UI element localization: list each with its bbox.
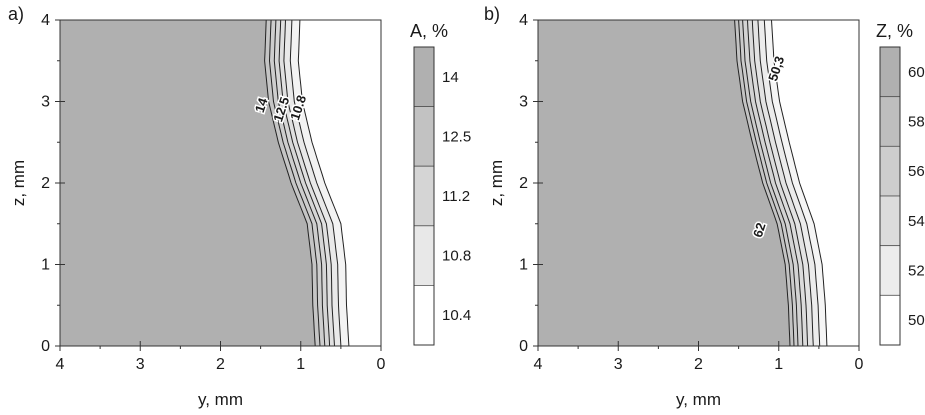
y-tick-label: 3 — [519, 94, 528, 111]
colorbar-segment — [413, 106, 435, 167]
chart-panel-a: 14 12.510.8 4 3 2 1 0 0 1 2 3 4 y, mm z, mm a) 14 12.5 11… — [8, 4, 471, 409]
y-tick-label: 2 — [519, 175, 528, 192]
y-tick-label: 0 — [41, 338, 50, 355]
colorbar-tick-label: 50 — [908, 312, 925, 329]
x-tick-label: 3 — [614, 356, 623, 373]
colorbar-tick-label: 58 — [908, 114, 925, 131]
x-tick-label: 1 — [296, 356, 305, 373]
x-tick-label: 2 — [694, 356, 703, 373]
colorbar-segment — [879, 294, 901, 346]
panel-label: b) — [484, 4, 500, 24]
y-tick-label: 3 — [41, 94, 50, 111]
x-axis-label: y, mm — [198, 390, 243, 409]
y-tick-label: 4 — [519, 12, 528, 29]
contour-line — [751, 20, 809, 346]
x-tick-label: 3 — [136, 356, 145, 373]
y-tick-label: 1 — [519, 257, 528, 274]
panel-label: a) — [8, 4, 24, 24]
chart-panel-b: 50,362 4 3 2 1 0 0 1 2 3 4 y, mm z, mm b) 60 58 56 54 52 50… — [484, 4, 925, 409]
contour-line — [738, 20, 795, 346]
contour-line — [763, 20, 821, 346]
colorbar-tick-label: 12.5 — [442, 128, 471, 145]
x-tick-label: 4 — [56, 356, 65, 373]
colorbar-tick-label: 10.4 — [442, 307, 471, 324]
contour-line — [771, 20, 828, 346]
y-tick-label: 2 — [41, 175, 50, 192]
contour-line — [757, 20, 814, 346]
contour-line — [264, 20, 316, 346]
y-tick-label: 0 — [519, 338, 528, 355]
contour-band — [538, 20, 790, 346]
colorbar-segment — [879, 96, 901, 147]
y-tick-label: 1 — [41, 257, 50, 274]
contour-line — [747, 20, 804, 346]
contour-line — [289, 20, 342, 346]
colorbar-segment — [413, 165, 435, 227]
colorbar-segment — [879, 195, 901, 247]
contour-line — [278, 20, 331, 346]
colorbar-tick-label: 52 — [908, 263, 925, 280]
x-tick-label: 4 — [534, 356, 543, 373]
colorbar-segment — [879, 46, 901, 98]
contour-line — [734, 20, 791, 346]
colorbar-tick-label: 11.2 — [442, 188, 470, 205]
colorbar-frame — [413, 46, 435, 346]
contour-line — [273, 20, 326, 346]
colorbar-segment — [413, 284, 435, 346]
contour-plot-area: 50,362 — [538, 20, 859, 346]
contour-line — [268, 20, 321, 346]
y-axis-label: z, mm — [9, 160, 28, 206]
y-axis-label: z, mm — [487, 160, 506, 206]
contour-plot-area: 14 12.510.8 — [60, 20, 381, 346]
x-tick-label: 1 — [774, 356, 783, 373]
colorbar-segment — [879, 245, 901, 296]
contour-band — [60, 20, 316, 346]
contour-line — [742, 20, 799, 346]
colorbar-tick-label: 56 — [908, 163, 925, 180]
colorbar-title: A, % — [410, 21, 448, 41]
colorbar-segment — [413, 225, 435, 286]
x-tick-label: 2 — [216, 356, 225, 373]
colorbar-segment — [413, 46, 435, 107]
colorbar-tick-label: 10.8 — [442, 248, 471, 265]
x-tick-label: 0 — [377, 356, 386, 373]
contour-label: 10.8 — [287, 93, 309, 122]
x-tick-label: 0 — [855, 356, 864, 373]
colorbar-tick-label: 60 — [908, 64, 925, 81]
y-tick-label: 4 — [41, 12, 50, 29]
colorbar-title: Z, % — [876, 21, 913, 41]
contour-line — [297, 20, 350, 346]
colorbar-tick-label: 54 — [908, 213, 925, 230]
colorbar-frame — [879, 46, 901, 346]
contour-label: 62 — [750, 221, 769, 239]
colorbar-segment — [879, 145, 901, 197]
colorbar-tick-label: 14 — [442, 69, 459, 86]
contour-line — [283, 20, 335, 346]
x-axis-label: y, mm — [676, 390, 721, 409]
